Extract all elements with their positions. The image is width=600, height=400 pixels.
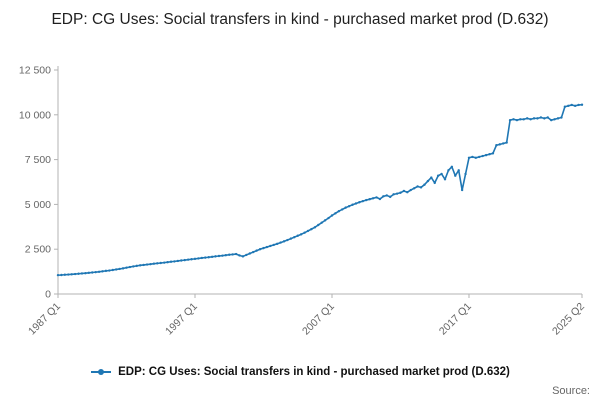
x-tick-label: 1987 Q1 <box>26 300 63 337</box>
source-note: Source: <box>552 385 590 397</box>
y-tick-label: 0 <box>45 289 51 301</box>
legend-line-marker[interactable] <box>90 367 112 377</box>
page-title: EDP: CG Uses: Social transfers in kind -… <box>51 11 549 28</box>
x-tick-label: 2025 Q2 <box>550 300 587 337</box>
y-tick-label: 7 500 <box>25 154 51 166</box>
y-tick-label: 5 000 <box>25 199 51 211</box>
y-tick-label: 12 500 <box>19 65 51 77</box>
line-chart: 0 2 500 5 000 7 500 10 000 12 500 1987 Q1 1997 … <box>19 65 587 338</box>
legend: EDP: CG Uses: Social transfers in kind -… <box>0 361 600 383</box>
series-point-markers <box>56 103 584 277</box>
y-tick-label: 2 500 <box>25 244 51 256</box>
x-tick-label: 1997 Q1 <box>163 300 200 337</box>
x-tick-label: 2007 Q1 <box>300 300 337 337</box>
series-line[interactable] <box>57 103 583 276</box>
chart-area: 0 2 500 5 000 7 500 10 000 12 500 1987 Q1 1997 … <box>0 56 600 361</box>
y-tick-label: 10 000 <box>19 109 51 121</box>
legend-label[interactable]: EDP: CG Uses: Social transfers in kind -… <box>118 366 510 378</box>
x-tick-label: 2017 Q1 <box>437 300 474 337</box>
